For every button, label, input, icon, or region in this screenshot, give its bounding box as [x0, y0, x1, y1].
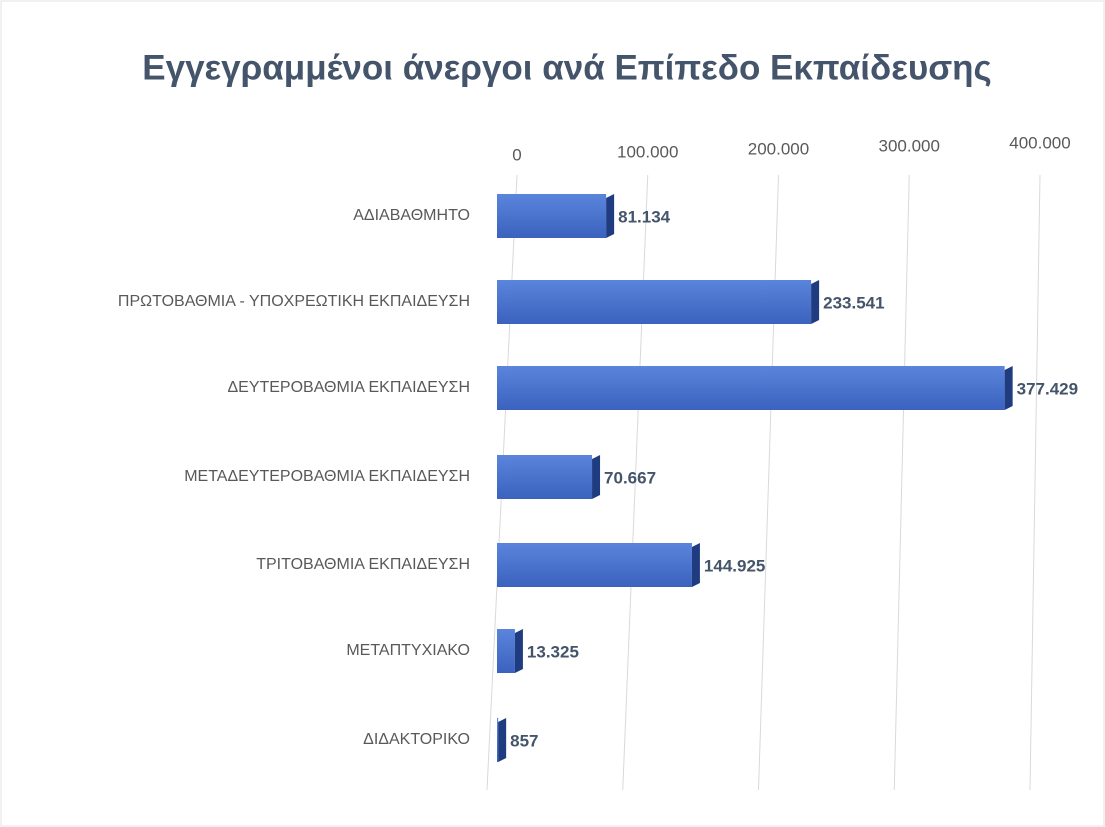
- bar: [497, 629, 515, 673]
- data-label: 81.134: [618, 207, 671, 226]
- x-tick-label: 0: [512, 145, 521, 164]
- bar: [497, 718, 499, 762]
- grid-line: [758, 174, 779, 791]
- x-tick-label: 100.000: [617, 142, 678, 161]
- y-tick-label: ΔΕΥΤΕΡΟΒΑΘΜΙΑ ΕΚΠΑΙΔΕΥΣΗ: [227, 379, 470, 396]
- bar: [497, 280, 812, 324]
- grid-line: [1029, 174, 1041, 791]
- y-tick-label: ΔΙΔΑΚΤΟΡΙΚΟ: [363, 731, 470, 748]
- bar: [497, 455, 593, 499]
- y-tick-label: ΠΡΩΤΟΒΑΘΜΙΑ - ΥΠΟΧΡΕΩΤΙΚΗ ΕΚΠΑΙΔΕΥΣΗ: [118, 293, 470, 310]
- bar-side: [691, 543, 700, 587]
- grid-line: [893, 174, 910, 791]
- y-tick-label: ΜΕΤΑΔΕΥΤΕΡΟΒΑΘΜΙΑ ΕΚΠΑΙΔΕΥΣΗ: [184, 468, 470, 485]
- y-tick-label: ΜΕΤΑΠΤΥΧΙΑΚΟ: [346, 642, 470, 659]
- bar: [497, 543, 692, 587]
- grid-line: [622, 174, 649, 791]
- bar-side: [606, 194, 615, 238]
- bar-side: [514, 629, 523, 673]
- y-tick-label: ΤΡΙΤΟΒΑΘΜΙΑ ΕΚΠΑΙΔΕΥΣΗ: [256, 556, 470, 573]
- bar-side: [811, 280, 820, 324]
- data-label: 144.925: [704, 556, 765, 575]
- bar: [497, 366, 1005, 410]
- x-tick-label: 300.000: [879, 136, 940, 155]
- chart-title: Εγγεγραμμένοι άνεργοι ανά Επίπεδο Εκπαίδ…: [142, 48, 991, 87]
- x-tick-label: 200.000: [748, 139, 809, 158]
- bar-side: [1004, 366, 1013, 410]
- data-label: 377.429: [1017, 379, 1078, 398]
- bar-side: [498, 718, 507, 762]
- x-tick-label: 400.000: [1009, 133, 1070, 152]
- bar: [497, 194, 607, 238]
- data-label: 233.541: [823, 293, 884, 312]
- data-label: 70.667: [604, 468, 656, 487]
- bar-side: [592, 455, 601, 499]
- data-label: 13.325: [527, 642, 579, 661]
- data-label: 857: [510, 731, 538, 750]
- y-tick-label: ΑΔΙΑΒΑΘΜΗΤΟ: [353, 207, 470, 224]
